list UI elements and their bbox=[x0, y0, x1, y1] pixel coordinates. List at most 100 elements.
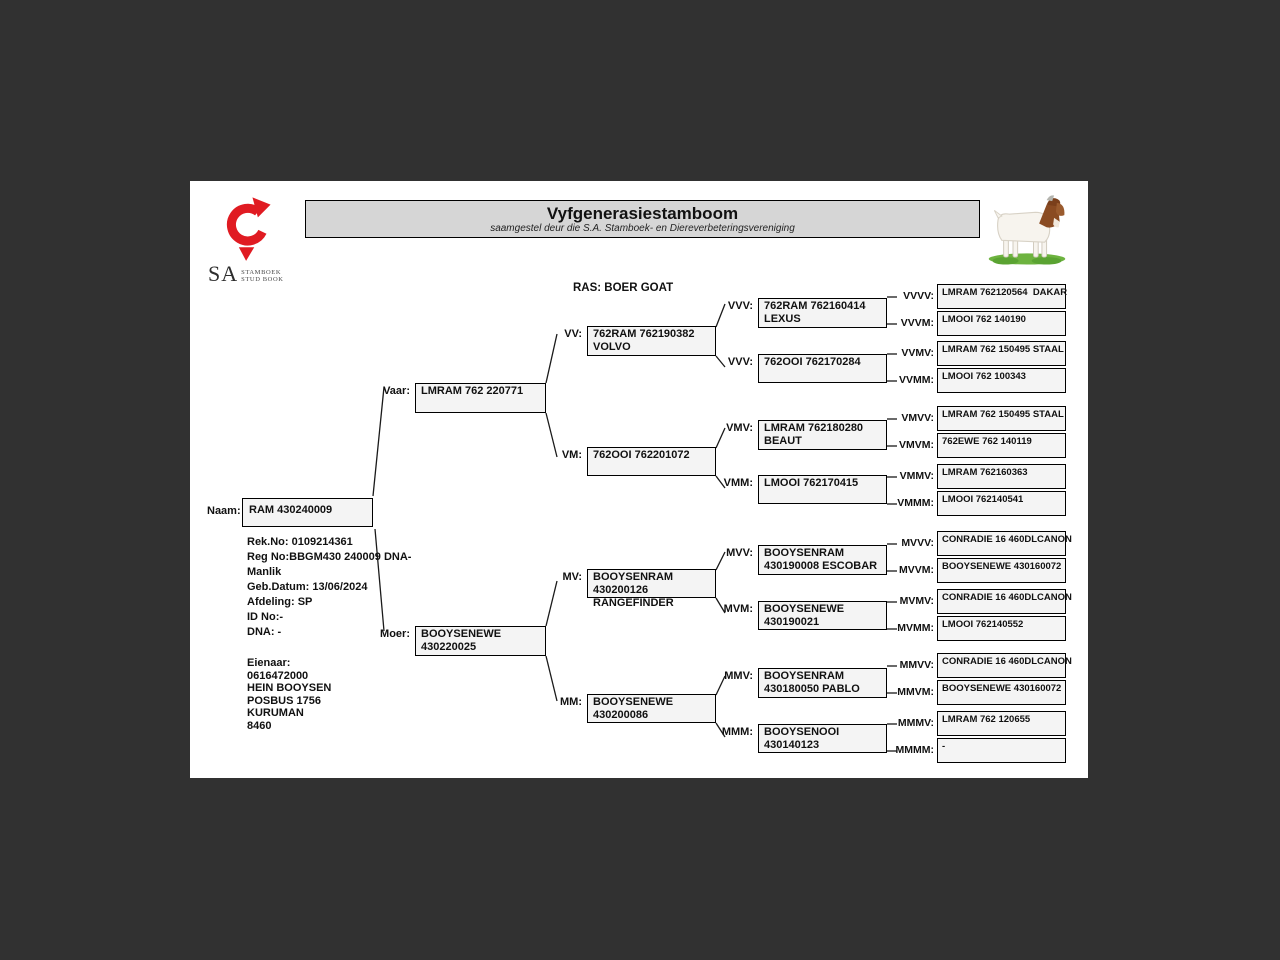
subject-detail-line: Manlik bbox=[247, 566, 282, 578]
pedigree-box-line: CONRADIE 16 460DLCANON bbox=[942, 592, 1072, 603]
sa-stamboek-logo: SA STAMBOEK STUD BOOK bbox=[204, 195, 314, 286]
pedigree-box-line: LMOOI 762140541 bbox=[942, 494, 1024, 505]
pedigree-label-mm: MM: bbox=[560, 696, 582, 708]
subject-detail-line: DNA: - bbox=[247, 626, 282, 638]
pedigree-box-line: 430200126 bbox=[593, 584, 649, 596]
pedigree-label-vvvv: VVVV: bbox=[903, 290, 934, 302]
pedigree-box-line: 430190008 ESCOBAR bbox=[764, 560, 878, 572]
pedigree-box-vvv: 762RAM 762160414 LEXUS bbox=[758, 298, 887, 328]
pedigree-label-mmvm: MMVM: bbox=[897, 686, 934, 698]
pedigree-box-line: BOOYSENRAM bbox=[764, 547, 845, 559]
pedigree-box-line: LMRAM 762120564 DAKAR bbox=[942, 287, 1068, 298]
pedigree-label-vvmm: VVMM: bbox=[899, 374, 934, 386]
pedigree-box-mmmm: - bbox=[937, 738, 1066, 763]
pedigree-box-line: 430200086 bbox=[593, 709, 649, 721]
pedigree-box-vv: 762RAM 762190382 VOLVO bbox=[587, 326, 716, 356]
pedigree-box-mmm: BOOYSENOOI 430140123 bbox=[758, 724, 887, 753]
pedigree-box-mm: BOOYSENEWE 430200086 bbox=[587, 694, 716, 723]
subject-name-box: RAM 430240009 bbox=[242, 498, 373, 527]
pedigree-box-line: LMRAM 762 150495 STAAL bbox=[942, 344, 1064, 355]
pedigree-label-mvmm: MVMM: bbox=[897, 622, 934, 634]
pedigree-label-vv: VV: bbox=[564, 328, 582, 340]
pedigree-box-mmv: BOOYSENRAM 430180050 PABLO bbox=[758, 668, 887, 698]
pedigree-box-line: LMRAM 762180280 bbox=[764, 422, 864, 434]
pedigree-box-line: CONRADIE 16 460DLCANON bbox=[942, 656, 1072, 667]
document-title: Vyfgenerasiestamboom bbox=[546, 203, 739, 223]
pedigree-label-vaar: Vaar: bbox=[383, 385, 410, 397]
pedigree-box-line: 762EWE 762 140119 bbox=[942, 436, 1032, 447]
pedigree-label-mmv: MMV: bbox=[724, 670, 753, 682]
pedigree-box-mv: BOOYSENRAM 430200126 RANGEFINDER bbox=[587, 569, 716, 609]
pedigree-box-mvmm: LMOOI 762140552 bbox=[937, 616, 1066, 641]
pedigree-box-line: LMRAM 762 150495 STAAL bbox=[942, 409, 1064, 420]
pedigree-label-mvv: MVV: bbox=[726, 547, 753, 559]
pedigree-label-mmvv: MMVV: bbox=[899, 659, 934, 671]
pedigree-box-line: BOOYSENEWE bbox=[421, 628, 502, 640]
pedigree-box-vmvm: 762EWE 762 140119 bbox=[937, 433, 1066, 458]
pedigree-box-vvmv: LMRAM 762 150495 STAAL bbox=[937, 341, 1066, 366]
pedigree-label-mvm: MVM: bbox=[723, 603, 753, 615]
pedigree-box-line: 430190021 bbox=[764, 616, 820, 628]
name-field-label: Naam: bbox=[207, 505, 241, 517]
pedigree-label-vmm: VMM: bbox=[723, 477, 753, 489]
pedigree-box-vmmm: LMOOI 762140541 bbox=[937, 491, 1066, 516]
owner-detail-line: HEIN BOOYSEN bbox=[247, 682, 332, 694]
pedigree-box-moer: BOOYSENEWE 430220025 bbox=[415, 626, 546, 656]
pedigree-box-line: 430180050 PABLO bbox=[764, 683, 860, 695]
pedigree-box-vmm: LMOOI 762170415 bbox=[758, 475, 887, 504]
pedigree-label-mv: MV: bbox=[562, 571, 582, 583]
pedigree-box-mmmv: LMRAM 762 120655 bbox=[937, 711, 1066, 736]
logo-org-line1: STAMBOEK bbox=[241, 269, 282, 276]
title-banner: Vyfgenerasiestamboom saamgestel deur die… bbox=[305, 200, 980, 238]
pedigree-box-line: BOOYSENRAM bbox=[764, 670, 845, 682]
pedigree-box-mmvv: CONRADIE 16 460DLCANON bbox=[937, 653, 1072, 678]
pedigree-box-mvvv: CONRADIE 16 460DLCANON bbox=[937, 531, 1072, 556]
boer-goat-image bbox=[988, 195, 1066, 265]
pedigree-box-line: 762OOI 762201072 bbox=[593, 449, 690, 461]
pedigree-box-line: BEAUT bbox=[764, 435, 802, 447]
owner-detail-line: POSBUS 1756 bbox=[247, 694, 321, 707]
pedigree-label-mvmv: MVMV: bbox=[899, 595, 934, 607]
pedigree-label-mmmv: MMMV: bbox=[897, 717, 934, 729]
pedigree-box-line: 430140123 bbox=[764, 739, 820, 751]
pedigree-box-vvvm: LMOOI 762 140190 bbox=[937, 311, 1066, 336]
owner-detail-line: Eienaar: bbox=[247, 657, 291, 669]
owner-detail-line: KURUMAN bbox=[247, 707, 304, 719]
pedigree-label-vvm: VVV: bbox=[727, 356, 753, 368]
pedigree-label-moer: Moer: bbox=[380, 628, 410, 640]
pedigree-box-line: LMOOI 762170415 bbox=[764, 477, 859, 489]
pedigree-box-line: VOLVO bbox=[593, 341, 631, 353]
stamboek-circle-arrows-icon bbox=[226, 197, 271, 261]
pedigree-box-line: LMRAM 762 220771 bbox=[421, 385, 524, 397]
subject-detail-line: ID No:- bbox=[247, 611, 284, 623]
pedigree-box-line: LMOOI 762140552 bbox=[942, 619, 1024, 630]
pedigree-box-mmvm: BOOYSENEWE 430160072 bbox=[937, 680, 1066, 705]
pedigree-box-line: LMOOI 762 140190 bbox=[942, 314, 1026, 325]
pedigree-box-line: BOOYSENRAM bbox=[593, 571, 674, 583]
pedigree-box-vvmm: LMOOI 762 100343 bbox=[937, 368, 1066, 393]
owner-detail-line: 0616472000 bbox=[247, 669, 309, 682]
pedigree-box-line: CONRADIE 16 460DLCANON bbox=[942, 534, 1072, 545]
pedigree-box-line: LMOOI 762 100343 bbox=[942, 371, 1026, 382]
pedigree-label-mmm: MMM: bbox=[721, 726, 753, 738]
subject-detail-line: Reg No:BBGM430 240009 DNA- bbox=[247, 551, 412, 563]
logo-wordmark: SA STAMBOEK STUD BOOK bbox=[208, 261, 284, 287]
pedigree-box-line: 762OOI 762170284 bbox=[764, 356, 861, 368]
pedigree-box-line: BOOYSENOOI bbox=[764, 726, 840, 738]
pedigree-box-line: 762RAM 762190382 bbox=[593, 328, 695, 340]
pedigree-box-line: 762RAM 762160414 bbox=[764, 300, 866, 312]
pedigree-label-vmmv: VMMV: bbox=[899, 470, 934, 482]
breed-label: RAS: BOER GOAT bbox=[573, 282, 674, 294]
pedigree-box-line: 430220025 bbox=[421, 641, 477, 653]
pedigree-box-line: RANGEFINDER bbox=[593, 597, 674, 609]
logo-org-line2: STUD BOOK bbox=[241, 276, 284, 283]
pedigree-label-vm: VM: bbox=[561, 449, 582, 461]
pedigree-label-vmvv: VMVV: bbox=[901, 412, 934, 424]
pedigree-box-line: BOOYSENEWE bbox=[764, 603, 845, 615]
pedigree-box-vm: 762OOI 762201072 bbox=[587, 447, 716, 476]
subject-details-block: Rek.No: 0109214361 Reg No:BBGM430 240009 … bbox=[247, 535, 411, 640]
pedigree-box-mvm: BOOYSENEWE 430190021 bbox=[758, 601, 887, 630]
pedigree-box-vvm: 762OOI 762170284 bbox=[758, 354, 887, 383]
pedigree-box-line: LMRAM 762160363 bbox=[942, 467, 1028, 478]
